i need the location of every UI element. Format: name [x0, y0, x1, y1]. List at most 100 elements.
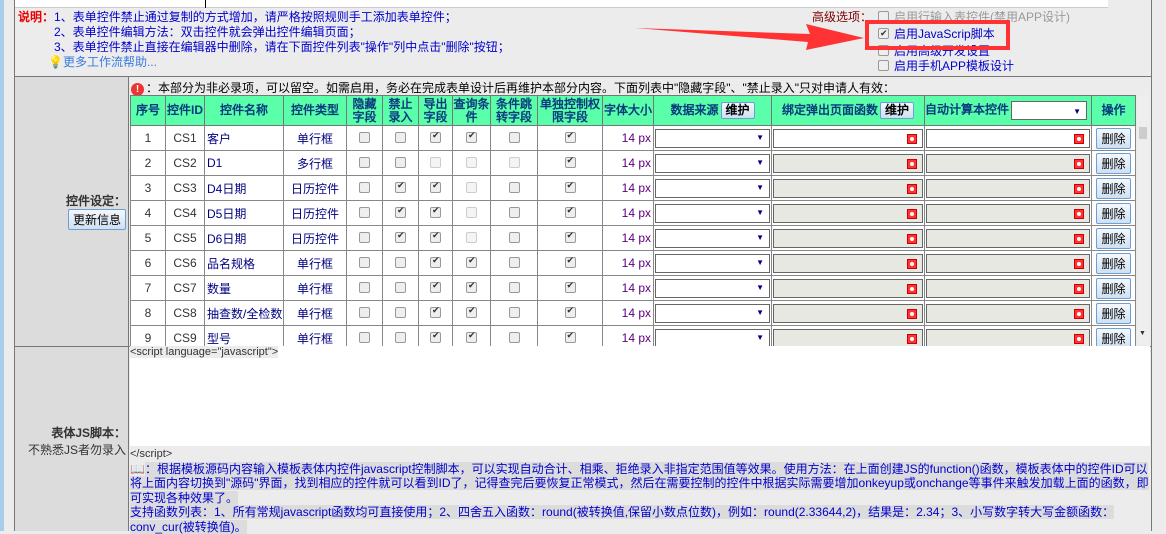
delete-button[interactable]: 删除: [1096, 127, 1131, 149]
export-checkbox[interactable]: [430, 180, 441, 193]
delete-button[interactable]: 删除: [1096, 327, 1131, 349]
perm-checkbox[interactable]: [564, 305, 576, 318]
perm-checkbox[interactable]: [564, 130, 576, 143]
hidden-checkbox[interactable]: [359, 207, 370, 218]
auto-calc-input[interactable]: [926, 278, 1090, 298]
jump-checkbox[interactable]: [508, 132, 520, 143]
maintain-button[interactable]: 维护: [880, 102, 915, 119]
delete-button[interactable]: 删除: [1096, 177, 1131, 199]
perm-checkbox[interactable]: [564, 180, 576, 193]
export-checkbox[interactable]: [430, 230, 441, 243]
clear-icon[interactable]: [1074, 208, 1084, 219]
export-checkbox[interactable]: [430, 205, 441, 218]
readonly-checkbox[interactable]: [395, 282, 406, 293]
checkbox[interactable]: [878, 26, 889, 41]
bind-func-input[interactable]: [773, 328, 923, 348]
clear-icon[interactable]: [907, 183, 917, 194]
clear-icon[interactable]: [907, 283, 917, 294]
data-source-select[interactable]: [655, 128, 770, 148]
auto-calc-input[interactable]: [926, 228, 1090, 248]
jump-checkbox[interactable]: [508, 182, 520, 193]
query-checkbox[interactable]: [466, 330, 477, 343]
export-checkbox[interactable]: [430, 330, 441, 343]
data-source-select[interactable]: [655, 228, 770, 248]
table-scrollbar[interactable]: ▼: [1137, 95, 1150, 345]
clear-icon[interactable]: [1074, 258, 1084, 269]
jump-checkbox[interactable]: [508, 332, 520, 343]
readonly-checkbox[interactable]: [395, 157, 406, 168]
delete-button[interactable]: 删除: [1096, 227, 1131, 249]
delete-button[interactable]: 删除: [1096, 277, 1131, 299]
perm-checkbox[interactable]: [564, 230, 576, 243]
bind-func-input[interactable]: [773, 128, 923, 148]
clear-icon[interactable]: [1074, 308, 1084, 319]
perm-checkbox[interactable]: [564, 255, 576, 268]
auto-calc-input[interactable]: [926, 253, 1090, 273]
export-checkbox[interactable]: [430, 130, 441, 143]
clear-icon[interactable]: [907, 133, 917, 144]
readonly-checkbox[interactable]: [395, 180, 406, 193]
clear-icon[interactable]: [907, 333, 917, 344]
hidden-checkbox[interactable]: [359, 132, 370, 143]
option-mobile-app[interactable]: 启用手机APP模板设计: [878, 59, 1014, 74]
checkbox[interactable]: [878, 60, 889, 71]
auto-calc-input[interactable]: [926, 153, 1090, 173]
export-checkbox[interactable]: [430, 280, 441, 293]
perm-checkbox[interactable]: [564, 280, 576, 293]
auto-calc-input[interactable]: [926, 128, 1090, 148]
jump-checkbox[interactable]: [508, 307, 520, 318]
clear-icon[interactable]: [1074, 233, 1084, 244]
delete-button[interactable]: 删除: [1096, 252, 1131, 274]
auto-calc-input[interactable]: [926, 303, 1090, 323]
hidden-checkbox[interactable]: [359, 182, 370, 193]
jump-checkbox[interactable]: [508, 257, 520, 268]
delete-button[interactable]: 删除: [1096, 152, 1131, 174]
clear-icon[interactable]: [1074, 183, 1084, 194]
update-info-button[interactable]: 更新信息: [67, 209, 126, 230]
query-checkbox[interactable]: [466, 255, 477, 268]
clear-icon[interactable]: [1074, 133, 1084, 144]
readonly-checkbox[interactable]: [395, 132, 406, 143]
data-source-select[interactable]: [655, 303, 770, 323]
auto-calc-input[interactable]: [926, 178, 1090, 198]
data-source-select[interactable]: [655, 203, 770, 223]
hidden-checkbox[interactable]: [359, 157, 370, 168]
readonly-checkbox[interactable]: [395, 332, 406, 343]
perm-checkbox[interactable]: [564, 330, 576, 343]
js-script-editor[interactable]: <script language="javascript">: [130, 346, 1150, 446]
hidden-checkbox[interactable]: [359, 282, 370, 293]
bind-func-input[interactable]: [773, 278, 923, 298]
auto-calc-input[interactable]: [926, 203, 1090, 223]
delete-button[interactable]: 删除: [1096, 202, 1131, 224]
query-checkbox[interactable]: [466, 280, 477, 293]
bind-func-input[interactable]: [773, 303, 923, 323]
export-checkbox[interactable]: [430, 305, 441, 318]
hidden-checkbox[interactable]: [359, 232, 370, 243]
data-source-select[interactable]: [655, 178, 770, 198]
hidden-checkbox[interactable]: [359, 332, 370, 343]
auto-calc-input[interactable]: [926, 328, 1090, 348]
auto-calc-select[interactable]: [1011, 101, 1088, 120]
checkbox[interactable]: [878, 45, 889, 56]
clear-icon[interactable]: [907, 308, 917, 319]
readonly-checkbox[interactable]: [395, 230, 406, 243]
jump-checkbox[interactable]: [508, 207, 520, 218]
clear-icon[interactable]: [1074, 158, 1084, 169]
option-javascript[interactable]: 启用JavaScrip脚本: [878, 26, 995, 42]
bind-func-input[interactable]: [773, 178, 923, 198]
help-link-text[interactable]: 更多工作流帮助...: [62, 55, 157, 69]
query-checkbox[interactable]: [466, 130, 477, 143]
readonly-checkbox[interactable]: [395, 205, 406, 218]
perm-checkbox[interactable]: [564, 205, 576, 218]
bind-func-input[interactable]: [773, 253, 923, 273]
clear-icon[interactable]: [907, 233, 917, 244]
bind-func-input[interactable]: [773, 153, 923, 173]
bind-func-input[interactable]: [773, 228, 923, 248]
jump-checkbox[interactable]: [508, 232, 520, 243]
data-source-select[interactable]: [655, 328, 770, 348]
help-link[interactable]: 💡更多工作流帮助...: [48, 53, 157, 70]
delete-button[interactable]: 删除: [1096, 302, 1131, 324]
hidden-checkbox[interactable]: [359, 257, 370, 268]
export-checkbox[interactable]: [430, 255, 441, 268]
readonly-checkbox[interactable]: [395, 257, 406, 268]
